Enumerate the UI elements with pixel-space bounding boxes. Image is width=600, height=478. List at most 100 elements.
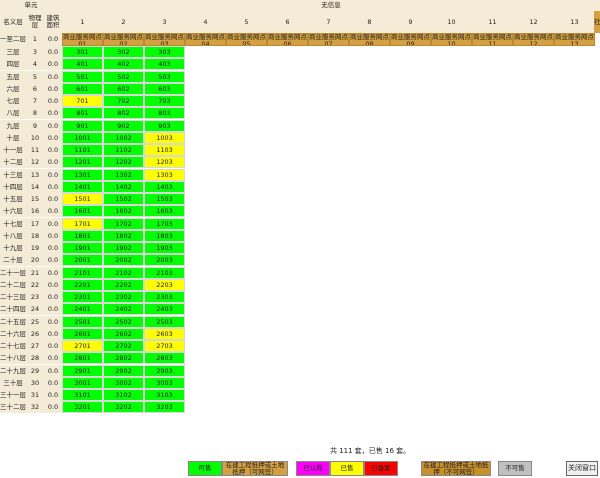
unit-cell[interactable]: 2401: [62, 303, 103, 316]
unit-cell[interactable]: 2802: [103, 352, 144, 365]
unit-cell[interactable]: 301: [62, 46, 103, 58]
unit-cell[interactable]: 1502: [103, 193, 144, 205]
unit-cell[interactable]: 602: [103, 82, 144, 95]
unit-cell[interactable]: 2903: [144, 364, 185, 377]
unit-cell[interactable]: 2702: [103, 340, 144, 352]
unit-cell[interactable]: 2601: [62, 327, 103, 340]
unit-cell[interactable]: 1601: [62, 205, 103, 218]
unit-cell[interactable]: 1002: [103, 131, 144, 144]
unit-cell[interactable]: 3101: [62, 389, 103, 401]
unit-cell[interactable]: 601: [62, 82, 103, 95]
shop-unit-cell[interactable]: 商业服务网点 11: [472, 33, 513, 46]
unit-cell[interactable]: 2302: [103, 291, 144, 303]
unit-cell[interactable]: 1801: [62, 229, 103, 242]
unit-cell[interactable]: 1101: [62, 144, 103, 156]
unit-cell[interactable]: 302: [103, 46, 144, 58]
shop-unit-cell[interactable]: 商业服务网点 12: [513, 33, 554, 46]
unit-cell[interactable]: 2801: [62, 352, 103, 365]
shop-unit-cell[interactable]: 商业服务网点 05: [226, 33, 267, 46]
unit-cell[interactable]: 1103: [144, 144, 185, 156]
unit-cell[interactable]: 2303: [144, 291, 185, 303]
unit-cell[interactable]: 2602: [103, 327, 144, 340]
unit-cell[interactable]: 802: [103, 107, 144, 120]
unit-cell[interactable]: 2101: [62, 266, 103, 279]
shop-unit-cell[interactable]: 商业服务网点 02: [103, 33, 144, 46]
shop-unit-cell[interactable]: 商业服务网点 10: [431, 33, 472, 46]
unit-cell[interactable]: 1902: [103, 242, 144, 254]
close-window-button[interactable]: 关闭窗口: [566, 461, 598, 476]
shop-unit-cell[interactable]: 商业服务网点 03: [144, 33, 185, 46]
unit-cell[interactable]: 2001: [62, 254, 103, 267]
unit-cell[interactable]: 1702: [103, 217, 144, 230]
unit-cell[interactable]: 3103: [144, 389, 185, 401]
shop-unit-cell[interactable]: 商业服务网点 07: [308, 33, 349, 46]
shop-unit-cell[interactable]: 商业服务网点 01: [62, 33, 103, 46]
unit-cell[interactable]: 603: [144, 82, 185, 95]
unit-cell[interactable]: 801: [62, 107, 103, 120]
unit-cell[interactable]: 3003: [144, 376, 185, 389]
unit-cell[interactable]: 303: [144, 46, 185, 58]
unit-cell[interactable]: 503: [144, 70, 185, 83]
unit-cell[interactable]: 1501: [62, 193, 103, 205]
unit-cell[interactable]: 1603: [144, 205, 185, 218]
unit-cell[interactable]: 3001: [62, 376, 103, 389]
unit-cell[interactable]: 3102: [103, 389, 144, 401]
unit-cell[interactable]: 1202: [103, 156, 144, 169]
unit-cell[interactable]: 3201: [62, 401, 103, 414]
unit-cell[interactable]: 402: [103, 58, 144, 71]
unit-cell[interactable]: 1901: [62, 242, 103, 254]
unit-cell[interactable]: 1403: [144, 180, 185, 193]
shop-unit-cell[interactable]: 商业服务网点 09: [390, 33, 431, 46]
unit-cell[interactable]: 902: [103, 119, 144, 132]
unit-cell[interactable]: 903: [144, 119, 185, 132]
unit-cell[interactable]: 2902: [103, 364, 144, 377]
unit-cell[interactable]: 2503: [144, 315, 185, 328]
unit-cell[interactable]: 1201: [62, 156, 103, 169]
unit-cell[interactable]: 2403: [144, 303, 185, 316]
shop-unit-cell[interactable]: 商业服务网点 04: [185, 33, 226, 46]
unit-cell[interactable]: 3002: [103, 376, 144, 389]
unit-cell[interactable]: 1301: [62, 168, 103, 181]
shop-unit-cell[interactable]: 商业服务网点 13: [554, 33, 595, 46]
shop-unit-cell[interactable]: 商业服务网点 08: [349, 33, 390, 46]
unit-cell[interactable]: 1001: [62, 131, 103, 144]
unit-cell[interactable]: 1003: [144, 131, 185, 144]
unit-cell[interactable]: 2803: [144, 352, 185, 365]
unit-cell[interactable]: 3203: [144, 401, 185, 414]
unit-cell[interactable]: 2301: [62, 291, 103, 303]
unit-cell[interactable]: 2703: [144, 340, 185, 352]
unit-cell[interactable]: 2701: [62, 340, 103, 352]
unit-cell[interactable]: 2102: [103, 266, 144, 279]
unit-cell[interactable]: 1803: [144, 229, 185, 242]
unit-cell[interactable]: 2203: [144, 278, 185, 291]
unit-cell[interactable]: 2103: [144, 266, 185, 279]
unit-cell[interactable]: 1303: [144, 168, 185, 181]
unit-cell[interactable]: 1102: [103, 144, 144, 156]
unit-cell[interactable]: 1503: [144, 193, 185, 205]
unit-cell[interactable]: 3202: [103, 401, 144, 414]
unit-cell[interactable]: 403: [144, 58, 185, 71]
unit-cell[interactable]: 1802: [103, 229, 144, 242]
unit-cell[interactable]: 1302: [103, 168, 144, 181]
unit-cell[interactable]: 803: [144, 107, 185, 120]
unit-cell[interactable]: 2502: [103, 315, 144, 328]
unit-cell[interactable]: 1402: [103, 180, 144, 193]
unit-cell[interactable]: 901: [62, 119, 103, 132]
unit-cell[interactable]: 2402: [103, 303, 144, 316]
unit-cell[interactable]: 701: [62, 95, 103, 107]
unit-cell[interactable]: 2202: [103, 278, 144, 291]
unit-cell[interactable]: 2501: [62, 315, 103, 328]
unit-cell[interactable]: 1203: [144, 156, 185, 169]
unit-cell[interactable]: 1703: [144, 217, 185, 230]
unit-cell[interactable]: 1602: [103, 205, 144, 218]
unit-cell[interactable]: 1701: [62, 217, 103, 230]
unit-cell[interactable]: 703: [144, 95, 185, 107]
unit-cell[interactable]: 702: [103, 95, 144, 107]
unit-cell[interactable]: 2201: [62, 278, 103, 291]
unit-cell[interactable]: 1903: [144, 242, 185, 254]
unit-cell[interactable]: 2603: [144, 327, 185, 340]
unit-cell[interactable]: 401: [62, 58, 103, 71]
shop-unit-cell[interactable]: 商业服务网点 06: [267, 33, 308, 46]
unit-cell[interactable]: 2003: [144, 254, 185, 267]
unit-cell[interactable]: 2901: [62, 364, 103, 377]
